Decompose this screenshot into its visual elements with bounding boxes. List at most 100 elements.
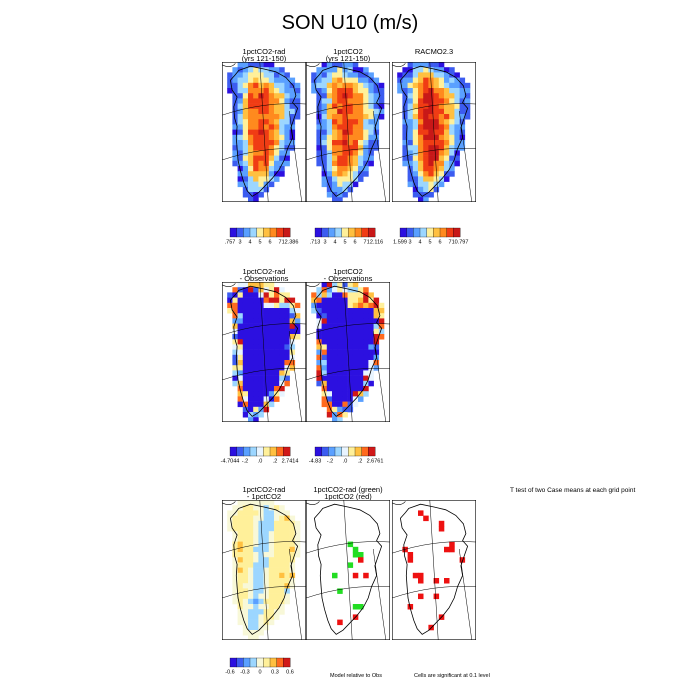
grid-cell xyxy=(253,572,259,579)
grid-cell xyxy=(459,140,466,146)
coastline-neighbour xyxy=(222,283,236,287)
grid-cell xyxy=(284,313,290,319)
grid-cell xyxy=(227,88,233,94)
colorbar-tick-label: 4 xyxy=(248,240,251,246)
grid-cell xyxy=(352,140,359,146)
grid-cell xyxy=(332,313,338,319)
grid-cell xyxy=(274,176,280,182)
grid-cell xyxy=(237,140,244,146)
grid-cell xyxy=(337,140,343,146)
grid-cell xyxy=(253,308,259,314)
grid-cell xyxy=(433,119,440,125)
grid-cell xyxy=(274,328,280,335)
grid-cell xyxy=(412,103,419,110)
grid-cell xyxy=(347,150,354,156)
panel-frame xyxy=(392,62,476,202)
grid-cell xyxy=(263,297,270,304)
grid-cell xyxy=(402,93,408,99)
grid-cell xyxy=(227,72,233,78)
grid-cell xyxy=(347,318,354,324)
grid-cell xyxy=(412,186,419,193)
grid-cell xyxy=(258,176,264,182)
grid-cell xyxy=(263,624,270,631)
colorbar-swatch xyxy=(283,227,291,238)
colorbar-swatch xyxy=(236,227,244,238)
grid-cell xyxy=(258,150,264,156)
grid-cell xyxy=(263,98,270,104)
grid-cell xyxy=(289,557,296,563)
grid-cell xyxy=(418,140,424,146)
grid-cell xyxy=(321,176,328,182)
colorbar-tick-label: 5 xyxy=(343,240,346,246)
grid-cell xyxy=(326,313,333,319)
grid-cell xyxy=(407,176,414,182)
grid-cells xyxy=(311,62,385,202)
grid-cell xyxy=(248,77,254,84)
colorbar-tick-label: 12.386 xyxy=(282,240,299,246)
grid-cell xyxy=(418,67,424,73)
grid-cell xyxy=(321,72,328,78)
panel-title: 1pctCO2 (yrs 121-150) xyxy=(325,47,371,63)
grid-cell xyxy=(263,186,270,193)
grid-cell xyxy=(337,380,343,387)
grid-cell xyxy=(294,546,301,553)
grid-cell xyxy=(237,292,244,298)
grid-cell xyxy=(232,536,238,542)
grid-cell xyxy=(237,302,244,309)
grid-cell xyxy=(352,349,359,356)
grid-cell xyxy=(268,140,275,146)
grid-cell xyxy=(263,77,270,84)
grid-cell xyxy=(279,536,285,542)
panel-frame xyxy=(222,282,306,422)
grid-cell xyxy=(237,552,244,558)
grid-cell xyxy=(326,140,333,146)
grid-cell xyxy=(332,308,338,314)
grid-cell xyxy=(279,541,285,548)
grid-cell xyxy=(248,145,254,151)
colorbar-tick-label: 7 xyxy=(278,240,281,246)
grid-cell xyxy=(352,386,359,392)
grid-cell xyxy=(237,313,244,319)
grid-cell xyxy=(268,287,275,293)
grid-cell xyxy=(402,124,408,130)
grid-cell xyxy=(358,297,364,304)
grid-cell xyxy=(412,67,419,73)
grid-cell xyxy=(227,510,233,516)
colorbar-swatch xyxy=(348,227,356,238)
grid-cell xyxy=(258,505,264,511)
grid-cell xyxy=(253,578,259,584)
grid-cell xyxy=(378,114,385,120)
grid-cell xyxy=(289,114,296,120)
grid-cell xyxy=(352,360,359,366)
grid-cell xyxy=(258,119,264,125)
grid-cell xyxy=(326,82,333,89)
coastline xyxy=(399,503,469,635)
grid-cell xyxy=(316,323,322,330)
graticule-lon xyxy=(259,500,269,640)
grid-cell xyxy=(332,323,338,330)
colorbar-swatch xyxy=(236,657,244,668)
grid-cell xyxy=(258,292,264,298)
grid-cell xyxy=(347,72,354,78)
grid-cell xyxy=(253,150,259,156)
grid-cell xyxy=(449,114,455,120)
grid-cell xyxy=(274,124,280,130)
grid-cell xyxy=(294,313,301,319)
grid-cell xyxy=(253,334,259,340)
grid-cell xyxy=(279,328,285,335)
grid-cell xyxy=(253,339,259,345)
grid-cell xyxy=(253,82,259,89)
grid-cell xyxy=(253,88,259,94)
grid-cell xyxy=(289,552,296,558)
grid-cell xyxy=(258,562,264,568)
grid-cell xyxy=(237,124,244,130)
grid-cell xyxy=(337,344,343,350)
grid-cell xyxy=(402,160,408,167)
grid-cell xyxy=(253,609,259,615)
grid-cell xyxy=(321,155,328,162)
grid-cell xyxy=(321,77,328,84)
grid-cell xyxy=(279,344,285,350)
grid-cell xyxy=(279,562,285,568)
grid-cell xyxy=(449,171,455,177)
grid-cell xyxy=(412,171,419,177)
